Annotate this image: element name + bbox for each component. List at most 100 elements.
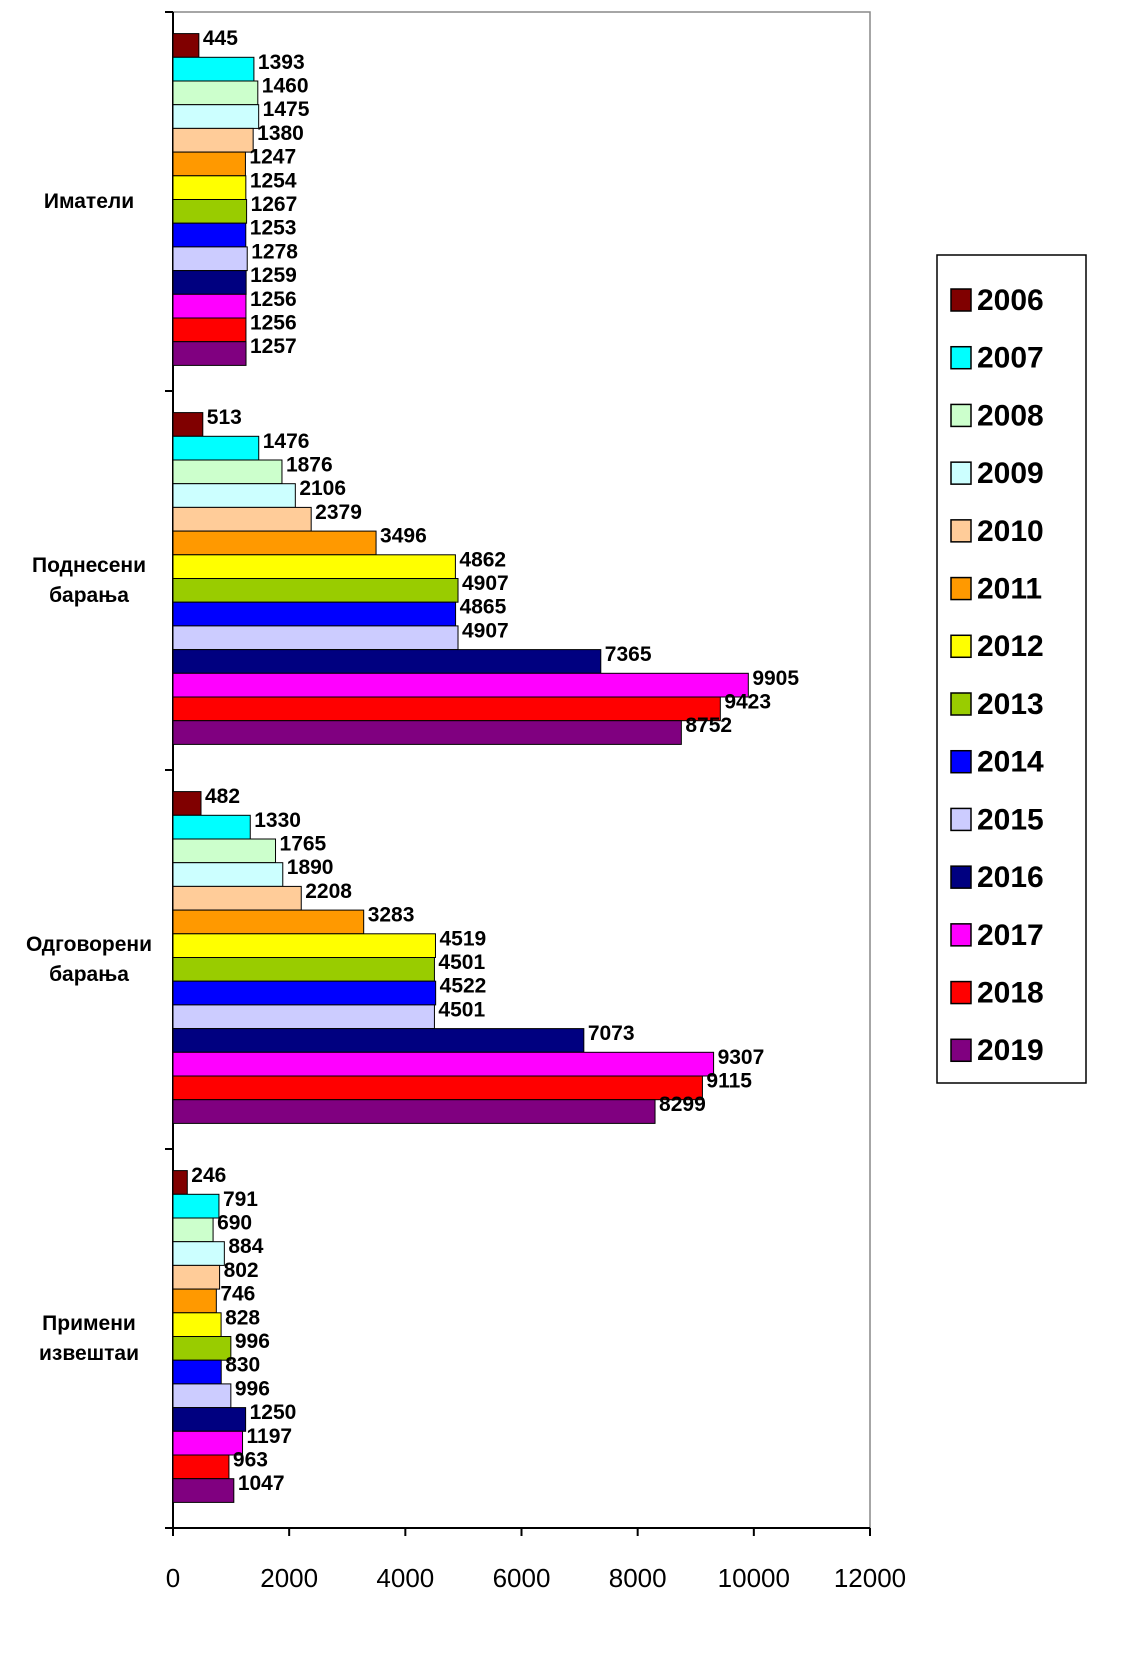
bar <box>172 885 302 911</box>
value-label: 482 <box>205 785 240 808</box>
legend-swatch <box>950 1038 972 1063</box>
bar <box>172 1264 221 1290</box>
value-label: 1047 <box>238 1472 285 1495</box>
bar <box>172 862 284 887</box>
bar <box>172 1478 235 1503</box>
legend-label: 2009 <box>977 457 1044 490</box>
value-label: 1876 <box>286 454 333 477</box>
value-label: 1257 <box>250 335 297 358</box>
value-label: 9423 <box>724 691 771 714</box>
bar <box>172 317 247 343</box>
bar <box>172 957 435 982</box>
bar <box>172 175 247 201</box>
bar <box>172 1028 585 1053</box>
value-label: 791 <box>223 1188 258 1211</box>
category-label: Одговорени барања <box>26 932 152 986</box>
bar <box>172 672 749 698</box>
value-label: 996 <box>235 1330 270 1353</box>
category-label: Примени извештаи <box>38 1311 140 1365</box>
value-label: 746 <box>220 1283 255 1306</box>
value-label: 1380 <box>257 122 304 145</box>
bar <box>172 720 682 745</box>
bar <box>172 578 459 603</box>
legend-swatch <box>950 288 972 312</box>
value-label: 9115 <box>706 1070 752 1093</box>
bar <box>172 791 202 816</box>
bar <box>172 1336 232 1361</box>
value-label: 690 <box>217 1212 252 1235</box>
legend-label: 2007 <box>977 342 1044 375</box>
bar <box>172 199 248 224</box>
category-label: Поднесени барања <box>31 553 146 607</box>
value-label: 7365 <box>605 643 652 666</box>
value-label: 1765 <box>280 833 327 856</box>
bar <box>172 625 459 651</box>
legend-label: 2017 <box>977 919 1044 952</box>
value-label: 1254 <box>250 169 297 192</box>
legend-label: 2016 <box>977 861 1044 894</box>
value-label: 4501 <box>438 998 485 1021</box>
value-label: 9307 <box>718 1046 765 1069</box>
x-tick-label: 4000 <box>376 1563 434 1593</box>
legend-swatch <box>950 403 972 428</box>
bar <box>172 1217 214 1243</box>
bar <box>172 1051 715 1077</box>
legend-label: 2014 <box>977 746 1044 779</box>
bar <box>172 1193 220 1219</box>
x-tick-label: 0 <box>166 1563 180 1593</box>
legend-swatch <box>950 692 972 716</box>
legend-swatch <box>950 519 972 543</box>
bar <box>172 1099 656 1124</box>
bar <box>172 1312 222 1338</box>
legend-swatch <box>950 980 972 1005</box>
category-label: Иматели <box>43 189 135 213</box>
x-tick-label: 10000 <box>718 1563 790 1593</box>
bar <box>172 696 721 722</box>
value-label: 4522 <box>440 975 487 998</box>
value-label: 884 <box>228 1235 263 1258</box>
bar <box>172 33 200 58</box>
legend-label: 2012 <box>977 630 1044 663</box>
value-label: 1247 <box>249 146 296 169</box>
value-label: 2106 <box>299 477 346 500</box>
value-label: 9905 <box>752 667 799 690</box>
value-label: 246 <box>191 1164 226 1187</box>
value-label: 1197 <box>247 1425 293 1448</box>
bar <box>172 554 456 579</box>
legend-swatch <box>950 749 972 774</box>
value-label: 1267 <box>251 193 298 216</box>
bar <box>172 1241 225 1266</box>
x-tick-label: 6000 <box>493 1563 551 1593</box>
bar <box>172 80 259 106</box>
bar <box>172 1170 188 1195</box>
bar <box>172 412 204 437</box>
legend-box <box>936 254 1087 1084</box>
value-label: 513 <box>207 406 242 429</box>
bar <box>172 293 247 319</box>
value-label: 1278 <box>251 240 298 263</box>
legend-swatch <box>950 865 972 889</box>
legend-swatch <box>950 923 972 947</box>
legend-label: 2011 <box>977 572 1042 605</box>
value-label: 4907 <box>462 572 509 595</box>
bar <box>172 1359 222 1385</box>
bar <box>172 980 437 1006</box>
bar <box>172 933 436 958</box>
legend-swatch <box>950 345 972 370</box>
value-label: 1476 <box>263 430 310 453</box>
bar <box>172 530 377 556</box>
x-tick-label: 8000 <box>609 1563 667 1593</box>
bar <box>172 1454 230 1480</box>
bar <box>172 127 254 153</box>
value-label: 3283 <box>368 904 415 927</box>
value-label: 802 <box>224 1259 259 1282</box>
value-label: 8299 <box>659 1093 706 1116</box>
bar <box>172 246 248 272</box>
value-label: 4865 <box>460 596 507 619</box>
legend-label: 2018 <box>977 976 1044 1009</box>
bar <box>172 909 365 935</box>
value-label: 830 <box>225 1354 260 1377</box>
value-label: 4862 <box>459 548 506 571</box>
